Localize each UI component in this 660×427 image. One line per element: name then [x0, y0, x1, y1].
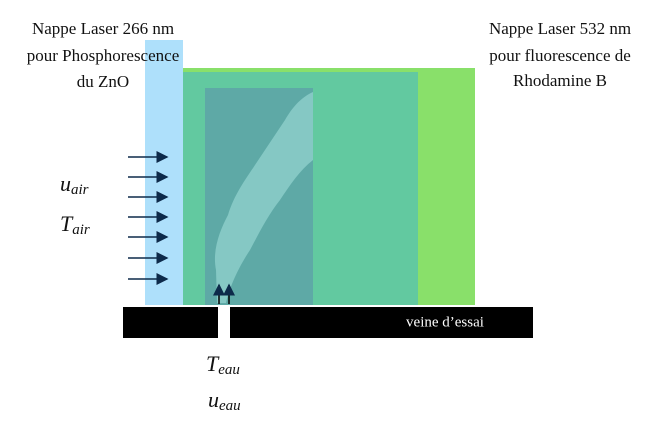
symbol: u [208, 387, 219, 412]
left-label: Nappe Laser 266 nm pour Phosphorescence … [27, 19, 180, 91]
uv-sheet [145, 40, 183, 305]
air-velocity: uair [60, 171, 89, 198]
right-label: Nappe Laser 532 nm pour fluorescence de … [489, 19, 631, 90]
label-line: Nappe Laser 266 nm [32, 19, 174, 38]
label-line: Nappe Laser 532 nm [489, 19, 631, 38]
water-temperature: Teau [206, 351, 240, 378]
subscript: air [71, 182, 89, 198]
label-line: pour Phosphorescence [27, 46, 180, 65]
plume [214, 92, 313, 303]
symbol: u [60, 171, 71, 196]
air-arrows [128, 151, 169, 285]
label-line: pour fluorescence de [489, 46, 631, 65]
channel-wall-right [230, 307, 533, 338]
air-temperature: Tair [60, 211, 90, 238]
symbol: T [60, 211, 74, 236]
water-arrows [213, 283, 235, 304]
label-line: Rhodamine B [513, 71, 607, 90]
subscript: eau [219, 398, 241, 414]
symbol: T [206, 351, 220, 376]
subscript: eau [218, 362, 240, 378]
water-velocity: ueau [208, 387, 241, 414]
channel-label: veine d’essai [406, 314, 484, 330]
channel-wall-left [123, 307, 218, 338]
subscript: air [72, 222, 90, 238]
label-line: du ZnO [77, 72, 129, 91]
